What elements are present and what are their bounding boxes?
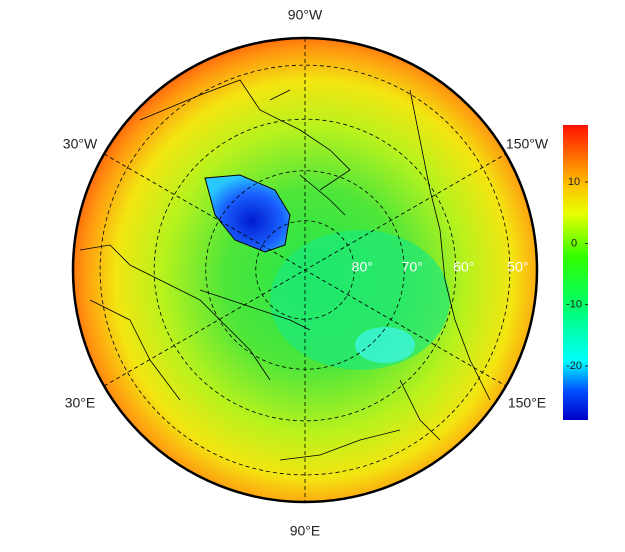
longitude-label: 150°E (508, 395, 546, 411)
coastline (139, 79, 351, 216)
longitude-label: 90°W (288, 7, 323, 23)
labels: 80° 70° 60° 50° 90°W 30°W 150°W 30°E 150°E 90°E 10… (63, 7, 588, 539)
colorbar-tick-label: 10 (568, 176, 580, 188)
parallel (99, 64, 511, 476)
latitude-label: 60° (453, 259, 474, 275)
graticule (99, 38, 511, 502)
parallel (255, 220, 355, 320)
colorbar-tick-label: -20 (566, 360, 582, 372)
map-boundary (71, 36, 539, 504)
longitude-label: 30°E (65, 395, 96, 411)
latitude-label: 80° (352, 259, 373, 275)
colorbar-tick-label: -10 (566, 299, 582, 311)
map-field (73, 38, 537, 502)
colorbar (563, 125, 588, 420)
coastline (279, 89, 491, 461)
latitude-label: 70° (402, 259, 423, 275)
longitude-label: 30°W (63, 136, 98, 152)
cold-region (355, 327, 415, 363)
parallel (153, 118, 457, 422)
latitude-label: 50° (507, 259, 528, 275)
longitude-label: 150°W (506, 136, 549, 152)
longitude-label: 90°E (290, 523, 321, 539)
greenland (204, 174, 291, 253)
colorbar-tick-label: 0 (571, 237, 577, 249)
meridian (103, 153, 507, 387)
parallel (205, 170, 405, 370)
coastline (79, 244, 311, 401)
